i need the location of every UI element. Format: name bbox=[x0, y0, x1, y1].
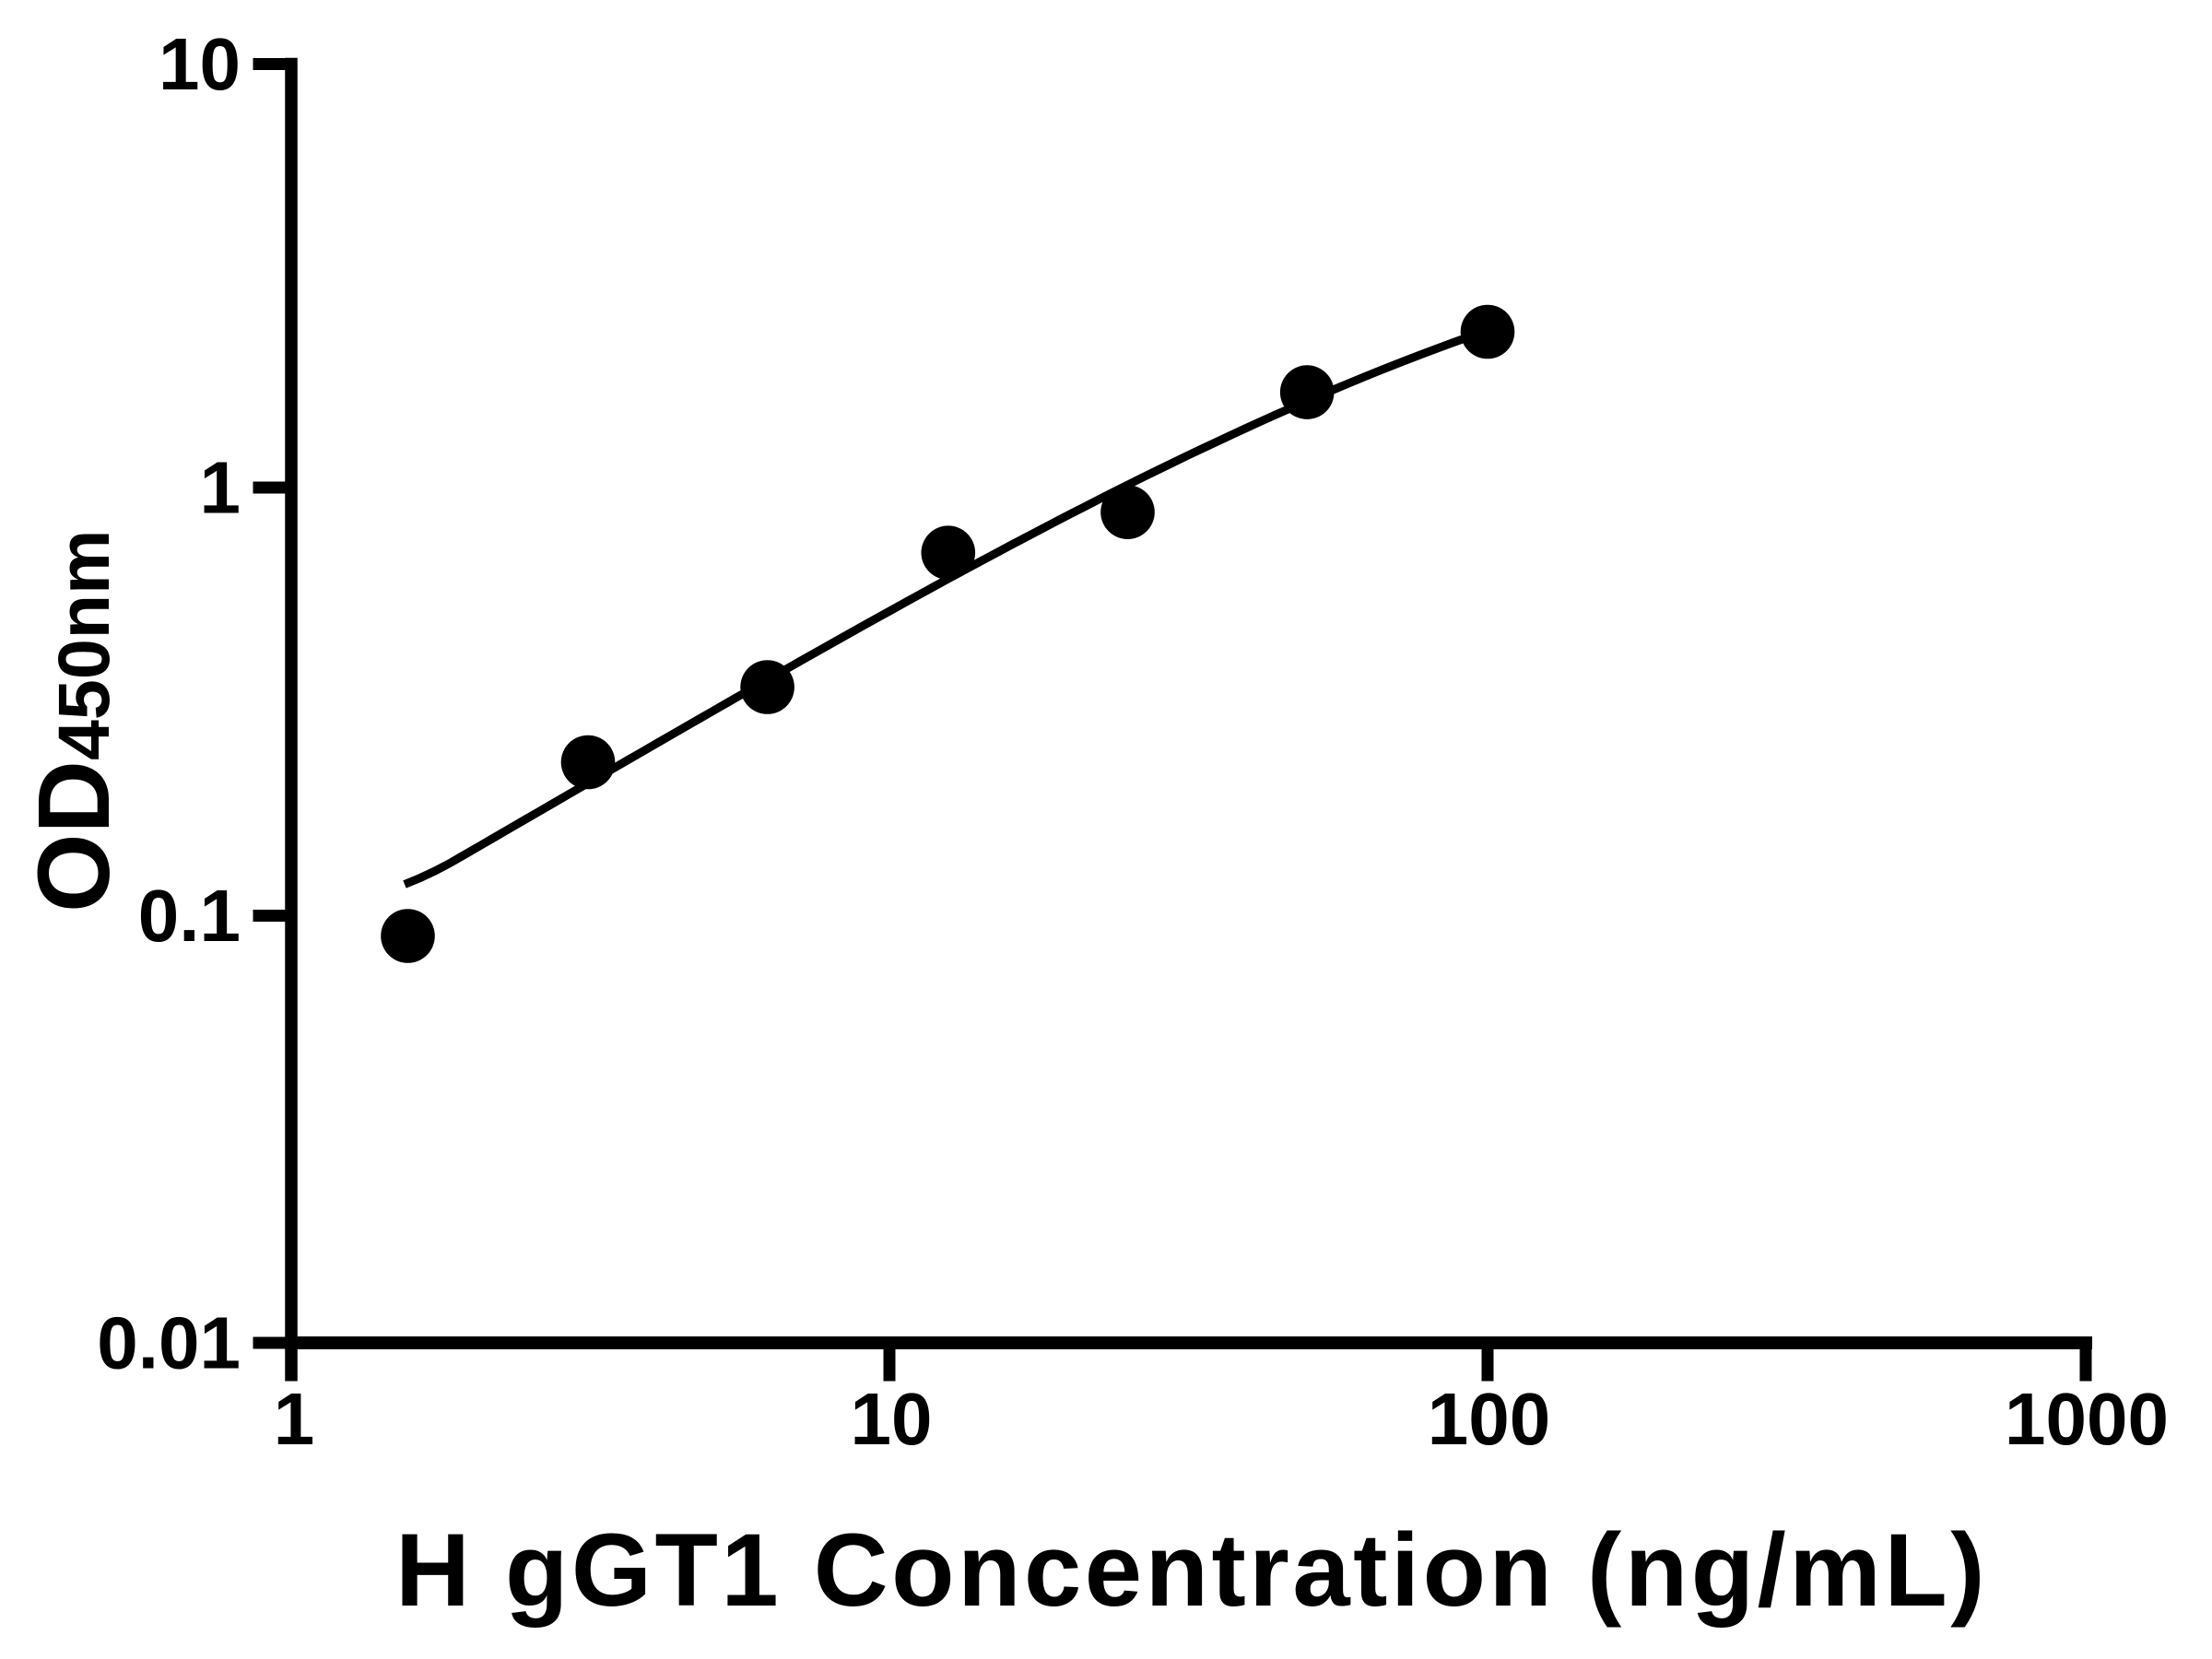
svg-text:1: 1 bbox=[200, 447, 241, 529]
svg-text:10: 10 bbox=[159, 23, 241, 105]
svg-text:H gGT1 Concentration (ng/mL): H gGT1 Concentration (ng/mL) bbox=[395, 1512, 1988, 1628]
svg-text:OD450nm: OD450nm bbox=[18, 530, 131, 912]
svg-text:0.1: 0.1 bbox=[138, 875, 241, 957]
svg-text:100: 100 bbox=[1428, 1378, 1550, 1460]
svg-text:10: 10 bbox=[851, 1378, 933, 1460]
svg-text:0.01: 0.01 bbox=[97, 1302, 241, 1384]
svg-text:1000: 1000 bbox=[2005, 1378, 2169, 1460]
svg-text:1: 1 bbox=[274, 1378, 315, 1460]
